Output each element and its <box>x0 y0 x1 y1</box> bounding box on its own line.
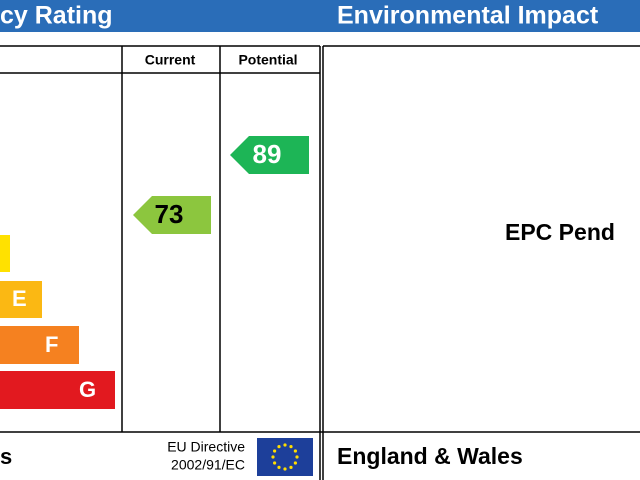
left-title: cy Rating <box>0 2 113 30</box>
band-letter: E <box>12 286 27 311</box>
potential-rating: 89 <box>253 139 282 169</box>
band-letter: F <box>45 332 58 357</box>
status: EPC Pend <box>505 219 615 245</box>
current-arrow <box>133 196 211 234</box>
region: England & Wales <box>337 443 523 469</box>
directive-line1: EU Directive <box>167 439 245 455</box>
current-rating: 73 <box>155 199 184 229</box>
band-e <box>0 281 42 318</box>
eu-star <box>273 461 277 465</box>
band-letter: G <box>79 377 96 402</box>
eu-stars <box>271 443 299 471</box>
eu-star <box>295 455 299 459</box>
band-f <box>0 326 79 364</box>
left-frame <box>0 45 640 480</box>
eu-star <box>273 449 277 453</box>
eu-star <box>283 443 287 447</box>
header-bar <box>0 0 640 32</box>
band-g <box>0 371 115 409</box>
eu-star <box>283 467 287 471</box>
potential-arrow <box>230 136 309 174</box>
eu-star <box>277 465 281 469</box>
band-d <box>0 235 10 272</box>
eu-star <box>293 449 297 453</box>
eu-star <box>289 465 293 469</box>
footer-left: s <box>0 444 12 469</box>
eu-star <box>277 445 281 449</box>
eu-star <box>293 461 297 465</box>
right-title: Environmental Impact <box>337 2 599 30</box>
eu-star <box>289 445 293 449</box>
eu-star <box>271 455 275 459</box>
potential-header: Potential <box>238 52 297 68</box>
current-header: Current <box>145 52 196 68</box>
directive-line2: 2002/91/EC <box>171 457 245 473</box>
